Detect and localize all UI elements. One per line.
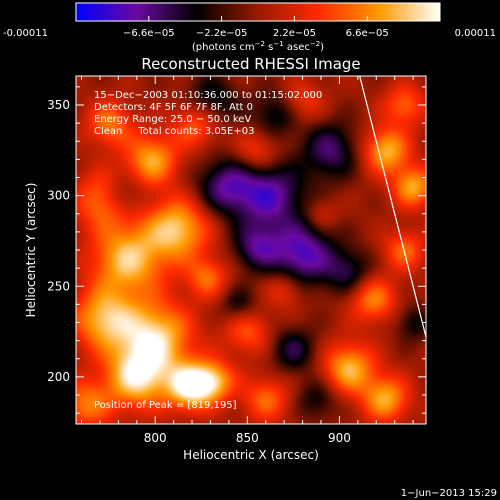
annotation-detectors: Detectors: 4F 5F 6F 7F 8F, Att 0: [94, 102, 253, 113]
annotation-time-range: 15−Dec−2003 01:10:36.000 to 01:15:02.000: [94, 90, 322, 101]
colorbar-tick-label: −2.2e−05: [196, 28, 248, 39]
y-tick-label: 300: [47, 189, 70, 203]
colorbar-tick-label: 0.00011: [455, 28, 496, 39]
y-axis-label: Heliocentric Y (arcsec): [24, 183, 38, 318]
colorbar-tick-label: -0.00011: [3, 28, 48, 39]
chart-title: Reconstructed RHESSI Image: [141, 55, 360, 73]
x-tick-label: 800: [144, 431, 167, 445]
x-tick-label: 900: [328, 431, 351, 445]
annotation-peak-position: Position of Peak = [819,195]: [94, 400, 237, 411]
solar-limb-line: [359, 76, 426, 338]
axis-ticks: 800 850 900 200 250 300 350: [47, 76, 426, 445]
y-tick-label: 250: [47, 279, 70, 293]
colorbar-ticks: -0.00011 −6.6e−05 −2.2e−05 2.2e−05 6.6e−05 0.…: [3, 16, 496, 39]
x-tick-label: 850: [236, 431, 259, 445]
heatmap-image: [76, 76, 426, 424]
y-tick-label: 200: [47, 370, 70, 384]
annotation-energy: Energy Range: 25.0 − 50.0 keV: [94, 114, 251, 125]
colorbar-units: (photons cm−2 s−1 asec−2): [192, 40, 324, 53]
colorbar-tick-label: 2.2e−05: [273, 28, 316, 39]
footer-timestamp: 1−Jun−2013 15:29: [401, 488, 497, 499]
colorbar-tick-label: −6.6e−05: [123, 28, 175, 39]
colorbar: [75, 2, 441, 22]
x-axis-label: Heliocentric X (arcsec): [183, 448, 319, 462]
y-tick-label: 350: [47, 98, 70, 112]
colorbar-tick-label: 6.6e−05: [346, 28, 389, 39]
annotation-clean: Clean Total counts: 3.05E+03: [94, 126, 254, 137]
